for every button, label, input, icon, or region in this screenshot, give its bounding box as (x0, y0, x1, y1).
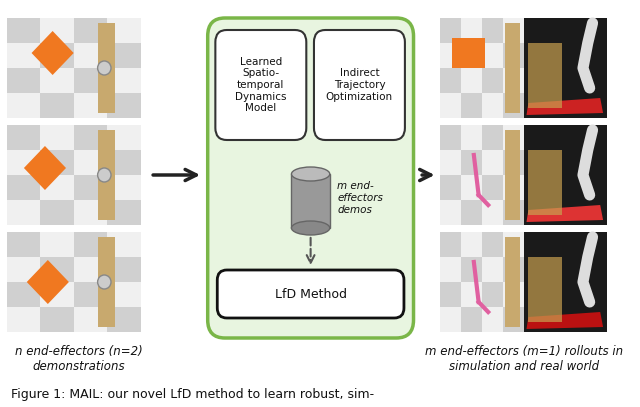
Bar (40, 150, 74, 175)
Bar (6, 257, 40, 282)
Bar (482, 93, 503, 118)
Bar (461, 150, 482, 175)
Text: m end-
effectors
demos: m end- effectors demos (337, 182, 383, 214)
Bar (6, 18, 40, 43)
Bar (440, 43, 461, 68)
Bar (40, 93, 74, 118)
Text: Learned
Spatio-
temporal
Dynamics
Model: Learned Spatio- temporal Dynamics Model (235, 57, 287, 113)
Bar (107, 232, 141, 257)
Bar (461, 43, 482, 68)
Bar (74, 125, 107, 150)
Bar (440, 200, 461, 225)
Polygon shape (527, 98, 603, 115)
Bar (506, 23, 520, 113)
Bar (40, 43, 74, 68)
Bar (74, 200, 107, 225)
Bar (74, 175, 107, 200)
Bar (74, 18, 107, 43)
Bar (74, 43, 107, 68)
Bar (107, 150, 141, 175)
Bar (461, 307, 482, 332)
Bar (503, 93, 524, 118)
Bar (74, 150, 107, 175)
Bar (529, 150, 562, 215)
Bar (503, 307, 524, 332)
Bar (74, 307, 107, 332)
Polygon shape (31, 31, 74, 75)
Text: Figure 1: MAIL: our novel LfD method to learn robust, sim-: Figure 1: MAIL: our novel LfD method to … (12, 388, 374, 401)
Bar (6, 43, 40, 68)
Bar (6, 93, 40, 118)
Ellipse shape (291, 221, 330, 235)
Bar (461, 232, 482, 257)
Bar (40, 18, 74, 43)
Bar (107, 307, 141, 332)
Bar (40, 125, 74, 150)
Bar (482, 232, 503, 257)
Polygon shape (527, 312, 603, 329)
Bar (440, 175, 461, 200)
Bar (529, 257, 562, 322)
Bar (6, 175, 40, 200)
Polygon shape (24, 146, 66, 190)
FancyBboxPatch shape (208, 18, 413, 338)
Bar (107, 93, 141, 118)
Bar (40, 232, 74, 257)
Bar (482, 257, 503, 282)
Text: n end-effectors (n=2)
demonstrations: n end-effectors (n=2) demonstrations (15, 345, 142, 373)
Bar (440, 232, 461, 257)
Bar (40, 257, 74, 282)
Bar (482, 307, 503, 332)
Bar (40, 68, 74, 93)
Bar (6, 68, 40, 93)
Bar (440, 150, 461, 175)
Bar (440, 125, 461, 150)
Bar (440, 93, 461, 118)
Bar (291, 174, 330, 228)
Bar (503, 200, 524, 225)
Circle shape (98, 168, 111, 182)
Bar (107, 200, 141, 225)
Bar (40, 200, 74, 225)
Ellipse shape (291, 167, 330, 181)
Bar (6, 125, 40, 150)
Bar (6, 150, 40, 175)
Bar (524, 18, 607, 118)
Text: m end-effectors (m=1) rollouts in
simulation and real world: m end-effectors (m=1) rollouts in simula… (424, 345, 623, 373)
Bar (482, 18, 503, 43)
Bar (482, 200, 503, 225)
Bar (74, 232, 107, 257)
Bar (503, 150, 524, 175)
Bar (440, 257, 461, 282)
Bar (506, 237, 520, 327)
Bar (74, 68, 107, 93)
Bar (503, 232, 524, 257)
Bar (503, 68, 524, 93)
Bar (74, 93, 107, 118)
Bar (40, 282, 74, 307)
Bar (452, 38, 485, 68)
Bar (461, 257, 482, 282)
Bar (503, 282, 524, 307)
Bar (107, 68, 141, 93)
Bar (529, 43, 562, 108)
Bar (6, 200, 40, 225)
Bar (461, 93, 482, 118)
Bar (98, 23, 115, 113)
Bar (74, 282, 107, 307)
Bar (482, 68, 503, 93)
Bar (461, 18, 482, 43)
Bar (98, 237, 115, 327)
Bar (482, 175, 503, 200)
Polygon shape (27, 260, 69, 304)
Bar (107, 282, 141, 307)
Polygon shape (527, 205, 603, 222)
Bar (107, 257, 141, 282)
Circle shape (98, 61, 111, 75)
Bar (440, 68, 461, 93)
Bar (482, 150, 503, 175)
Bar (40, 175, 74, 200)
Bar (461, 282, 482, 307)
Bar (524, 232, 607, 332)
Bar (503, 43, 524, 68)
